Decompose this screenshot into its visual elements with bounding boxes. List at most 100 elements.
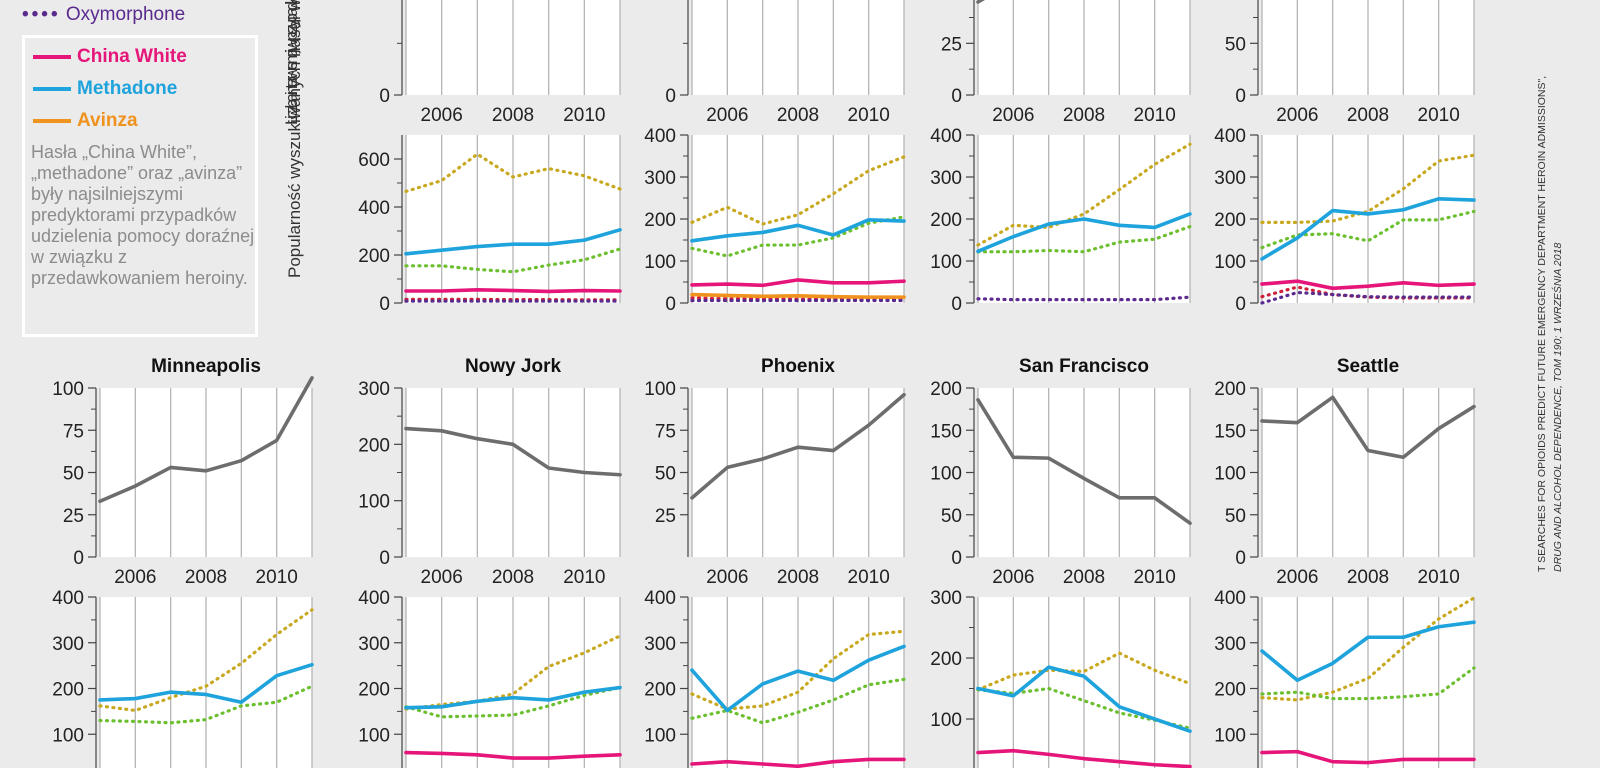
series-line-methadone <box>1260 197 1476 261</box>
y-tick-label: 300 <box>644 168 676 189</box>
panel-top-row-1-admissions: 0 2006 2008 2010 <box>379 0 621 126</box>
panel-seattle-admissions: 0 50 100 150 200 2006 2008 2010 Seattle <box>1214 356 1476 588</box>
y-tick-label: 0 <box>379 86 390 107</box>
y-tick-label: 0 <box>665 294 676 315</box>
series-line-dotted-c8a81e <box>98 608 314 713</box>
x-tick-label: 2010 <box>1134 567 1176 588</box>
y-tick-label: 200 <box>1214 210 1246 231</box>
y-tick-label: 0 <box>951 294 962 315</box>
y-tick-label: 0 <box>665 86 676 107</box>
series-line-dotted-c8a81e <box>690 155 906 226</box>
x-tick-label: 2008 <box>492 567 534 588</box>
y-tick-label: 0 <box>379 294 390 315</box>
y-tick-label: 0 <box>1235 86 1246 107</box>
panel-title: San Francisco <box>1019 356 1149 377</box>
panel-top-row-3-admissions: 0 25 2006 2008 2010 <box>941 0 1191 126</box>
series-line-solid-6d6d6d <box>690 392 906 500</box>
y-tick-label: 300 <box>358 379 390 400</box>
series-line-dotted-6cbf2e <box>1260 666 1476 701</box>
series-line-china-white <box>404 287 622 294</box>
y-tick-label: 50 <box>655 464 676 485</box>
x-tick-label: 2010 <box>848 105 890 126</box>
series-line-methadone <box>404 685 622 710</box>
panel-phoenix-searches: 100 200 300 400 <box>644 588 906 768</box>
y-tick-label: 0 <box>1235 294 1246 315</box>
y-tick-label: 50 <box>1225 506 1246 527</box>
y-tick-label: 100 <box>644 379 676 400</box>
x-tick-label: 2008 <box>1063 105 1105 126</box>
y-tick-label: 50 <box>1225 34 1246 55</box>
source-footnote: T SEARCHES FOR OPIOIDS PREDICT FUTURE EM… <box>1532 76 1572 768</box>
series-line-dotted-6cbf2e <box>1260 209 1476 250</box>
panel-top-row-2-searches: 0 100 200 300 400 <box>644 126 906 315</box>
y-tick-label: 0 <box>73 548 84 569</box>
y-tick-label: 0 <box>1235 548 1246 569</box>
panel-top-row-2-admissions: 0 2006 2008 2010 <box>665 0 905 126</box>
legend-item-avinza: Avinza <box>33 110 138 132</box>
y-tick-label: 0 <box>379 548 390 569</box>
y-tick-label: 200 <box>930 210 962 231</box>
x-tick-label: 2008 <box>777 105 819 126</box>
line-swatch-icon <box>33 118 71 123</box>
series-line-solid-6d6d6d <box>1260 395 1476 460</box>
series-line-dotted-6cbf2e <box>404 685 622 719</box>
panel-san-francisco-searches: 100 200 300 <box>930 588 1192 768</box>
series-line-solid-6d6d6d <box>976 398 1192 526</box>
y-tick-label: 400 <box>1214 588 1246 609</box>
panel-top-row-3-searches: 0 100 200 300 400 <box>930 126 1192 315</box>
series-line-methadone <box>976 212 1192 254</box>
x-tick-label: 2008 <box>777 567 819 588</box>
y-tick-label: 100 <box>644 252 676 273</box>
y-tick-label: 200 <box>644 680 676 701</box>
series-line-dotted-6cbf2e <box>690 677 906 725</box>
y-tick-label: 200 <box>930 649 962 670</box>
series-line-methadone <box>404 228 622 256</box>
legend-item-oxymorphone: •••• Oxymorphone <box>22 4 186 25</box>
x-tick-label: 2008 <box>492 105 534 126</box>
series-line-china-white <box>1260 749 1476 765</box>
x-tick-label: 2006 <box>706 567 748 588</box>
y-tick-label: 75 <box>63 421 84 442</box>
y-tick-label: 300 <box>52 634 84 655</box>
y-tick-label: 150 <box>930 421 962 442</box>
y-tick-label: 400 <box>644 588 676 609</box>
x-tick-label: 2006 <box>992 567 1034 588</box>
y-tick-label: 300 <box>1214 168 1246 189</box>
x-tick-label: 2010 <box>1418 567 1460 588</box>
searches-axis-label: Popularność wyszukiwanych haseł w Google… <box>285 0 304 278</box>
line-swatch-icon <box>33 54 71 59</box>
y-tick-label: 100 <box>52 379 84 400</box>
y-tick-label: 400 <box>358 198 390 219</box>
x-tick-label: 2006 <box>1276 105 1318 126</box>
y-tick-label: 300 <box>930 588 962 609</box>
panel-phoenix-admissions: 25 50 75 100 2006 2008 2010 Phoenix <box>644 356 906 588</box>
y-tick-label: 50 <box>63 464 84 485</box>
series-line-china-white <box>690 278 906 288</box>
y-tick-label: 400 <box>644 126 676 147</box>
y-tick-label: 200 <box>358 435 390 456</box>
x-tick-label: 2006 <box>114 567 156 588</box>
y-tick-label: 100 <box>52 725 84 746</box>
y-tick-label: 100 <box>930 464 962 485</box>
series-line-dotted-c8a81e <box>976 142 1192 247</box>
panel-san-francisco-admissions: 0 50 100 150 200 2006 2008 2010 San Francisco <box>930 356 1192 588</box>
footnote-line-2: DRUG AND ALCOHOL DEPENDENCE, TOM 190; 1 … <box>1552 242 1564 572</box>
y-tick-label: 100 <box>930 252 962 273</box>
y-tick-label: 100 <box>1214 725 1246 746</box>
dotted-swatch-icon: •••• <box>22 4 61 25</box>
y-tick-label: 400 <box>1214 126 1246 147</box>
y-tick-label: 150 <box>1214 421 1246 442</box>
legend-item-methadone: Methadone <box>33 78 177 100</box>
panel-seattle-searches: 100 200 300 400 <box>1214 588 1476 768</box>
y-tick-label: 200 <box>358 680 390 701</box>
series-line-china-white <box>1260 279 1476 291</box>
y-tick-label: 200 <box>358 246 390 267</box>
series-line-solid-6d6d6d <box>404 426 622 477</box>
y-tick-label: 0 <box>951 548 962 569</box>
x-tick-label: 2008 <box>1347 567 1389 588</box>
series-line-methadone <box>976 665 1192 734</box>
panel-top-row-1-searches: 0 200 400 600 <box>358 135 622 315</box>
series-line-china-white <box>690 757 906 768</box>
line-swatch-icon <box>33 86 71 91</box>
